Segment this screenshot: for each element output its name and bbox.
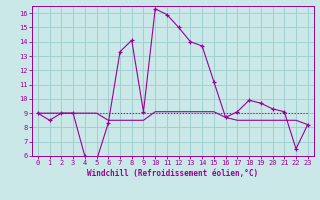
X-axis label: Windchill (Refroidissement éolien,°C): Windchill (Refroidissement éolien,°C)	[87, 169, 258, 178]
